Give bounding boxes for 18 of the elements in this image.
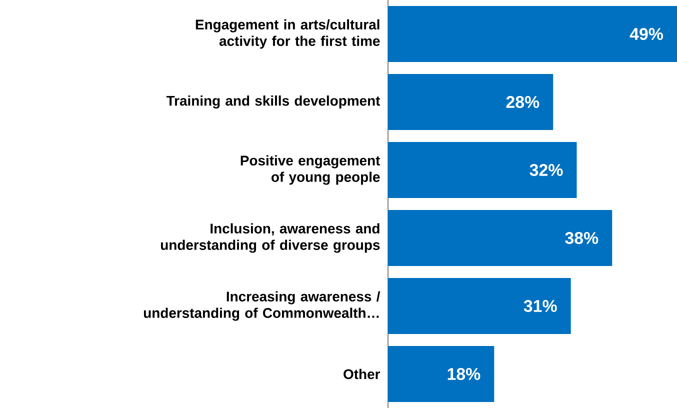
data-label: 38% xyxy=(565,232,598,244)
y-tick-label: Engagement in arts/cultural activity for the first time xyxy=(196,19,380,49)
data-label: 28% xyxy=(506,96,540,108)
y-tick-label: Increasing awareness / understanding of Commonwealth… xyxy=(144,291,380,321)
bar xyxy=(388,6,677,62)
y-tick-label: Positive engagement of young people xyxy=(240,155,380,185)
data-label: 32% xyxy=(530,164,563,176)
y-tick-label: Other xyxy=(344,368,380,380)
y-tick-label: Training and skills development xyxy=(166,95,380,109)
data-label: 18% xyxy=(448,368,480,380)
data-label: 49% xyxy=(630,28,664,40)
bar xyxy=(388,278,571,334)
bar xyxy=(388,346,494,402)
bar xyxy=(388,74,554,130)
data-label: 31% xyxy=(524,300,557,312)
bar xyxy=(388,210,612,266)
bar xyxy=(388,142,577,198)
y-tick-label: Inclusion, awareness and understanding of diverse groups xyxy=(161,223,380,253)
